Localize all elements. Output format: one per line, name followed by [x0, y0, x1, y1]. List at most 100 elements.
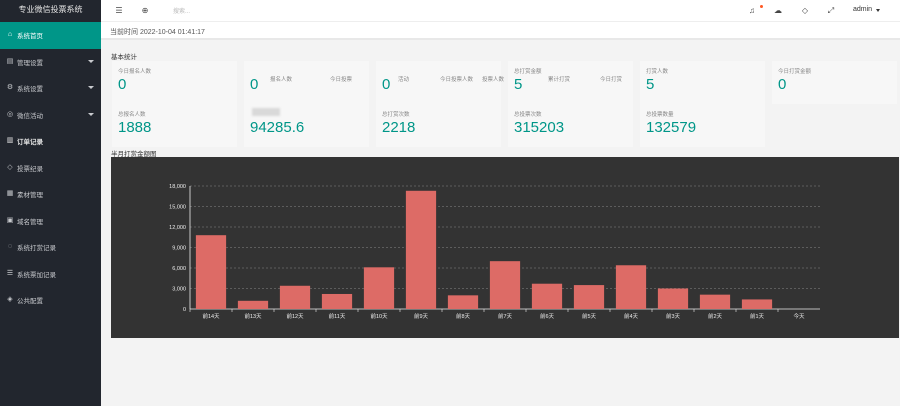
time-bar: 当前时间 2022-10-04 01:41:17: [101, 22, 900, 40]
stat-card: 总投票数量 132579: [640, 104, 765, 147]
chart-bar[interactable]: [615, 265, 647, 309]
sidebar-item-3[interactable]: ◎ 微信活动: [0, 102, 101, 129]
sidebar-item-8[interactable]: ◌ 系统打赏记录: [0, 234, 101, 261]
home-icon: ⌂: [7, 31, 13, 39]
globe-icon[interactable]: ⊕: [141, 6, 149, 15]
domain-icon: ▣: [6, 216, 14, 224]
sidebar-item-5[interactable]: ◇ 投票纪录: [0, 155, 101, 182]
brand-title: 专业微信投票系统: [18, 5, 83, 14]
menu-toggle-icon[interactable]: ☰: [115, 6, 123, 15]
chevron-down-icon: [88, 112, 94, 116]
fullscreen-icon[interactable]: ⤢: [827, 6, 835, 15]
ghost-label: 累计打赏: [548, 77, 571, 83]
ghost-label: 活动: [398, 77, 410, 83]
settings-icon: ▤: [6, 57, 14, 65]
x-tick-label: 前11天: [329, 312, 346, 320]
sidebar-item-label: 微信活动: [17, 112, 43, 120]
sidebar-item-label: 投票纪录: [17, 165, 43, 173]
sidebar-item-10[interactable]: ◈ 公共配置: [0, 287, 101, 314]
sidebar-item-1[interactable]: ▤ 管理设置: [0, 49, 101, 76]
theme-icon[interactable]: ☁: [774, 6, 782, 15]
basic-stats-title: 基本统计: [111, 54, 137, 61]
sidebar-item-9[interactable]: ☰ 系统票加记录: [0, 261, 101, 288]
chart-bar[interactable]: [531, 283, 563, 309]
chart-bar[interactable]: [405, 190, 437, 309]
stat-card: 打赏人数 5: [640, 61, 765, 104]
tag-icon[interactable]: ◇: [801, 6, 809, 15]
bar-chart: 0 3,000 6,000 9,000 12,000 15,000 18,000 前14天 前1…: [169, 184, 820, 320]
chart-bar[interactable]: [699, 294, 731, 309]
x-tick-label: 前10天: [370, 312, 388, 320]
shield-icon: ◈: [7, 296, 13, 304]
x-tick-label: 前5天: [582, 312, 597, 320]
chart-bar[interactable]: [321, 293, 353, 309]
chevron-down-icon[interactable]: [876, 9, 880, 12]
stat-value: 5: [646, 76, 655, 93]
stat-value: 0: [250, 76, 259, 93]
sidebar-item-label: 系统首页: [17, 33, 43, 41]
stat-value: 132579: [646, 119, 697, 136]
stat-label: 总打赏金额: [514, 69, 542, 75]
stat-card: 今日打赏金额 0: [772, 61, 897, 104]
chart-title: 半月打赏金额图: [111, 151, 157, 158]
x-tick-label: 前6天: [540, 312, 555, 320]
chart-bar[interactable]: [489, 261, 521, 309]
top-header: ☰ ⊕ 搜索... ♫ ☁ ◇ ⤢ admin: [101, 0, 900, 22]
y-tick-label: 0: [183, 307, 186, 313]
stat-value: 5: [514, 76, 523, 93]
stat-card: 总报名人数 1888: [112, 104, 237, 147]
chart-bar[interactable]: [657, 288, 689, 310]
search-input[interactable]: 搜索...: [173, 9, 191, 15]
sidebar: 专业微信投票系统 ⌂ 系统首页 ▤ 管理设置 ⚙ 系统设置 ◎ 微信活动 ▥ 订单记录 ◇ 投票纪录 ▦…: [0, 0, 101, 406]
stat-value: 1888: [118, 119, 152, 136]
stat-card: 0: [376, 61, 501, 104]
sidebar-item-0[interactable]: ⌂ 系统首页: [0, 22, 101, 49]
activity-icon: ◎: [6, 110, 14, 118]
chart-panel: 0 3,000 6,000 9,000 12,000 15,000 18,000 前14天 前1…: [111, 157, 899, 338]
x-tick-label: 前3天: [666, 312, 681, 320]
sidebar-item-label: 素材管理: [17, 192, 43, 200]
stat-card: 今日报名人数 0: [112, 61, 237, 104]
sidebar-item-2[interactable]: ⚙ 系统设置: [0, 75, 101, 102]
x-tick-label: 前7天: [498, 312, 513, 320]
stat-label: 总报名人数: [118, 112, 146, 118]
stat-value: 0: [778, 76, 787, 93]
sidebar-item-label: 系统打赏记录: [17, 245, 56, 253]
stat-card: 总打赏金额 5: [508, 61, 633, 104]
chart-bar[interactable]: [237, 300, 269, 309]
x-tick-label: 前8天: [456, 312, 471, 320]
sidebar-item-label: 系统设置: [17, 86, 43, 94]
ghost-label: 今日投票人数: [440, 77, 474, 83]
y-tick-label: 3,000: [172, 287, 186, 293]
sidebar-item-label: 系统票加记录: [17, 271, 56, 279]
stat-label: 总投票数量: [646, 112, 674, 118]
sidebar-item-label: 订单记录: [17, 139, 43, 147]
sidebar-menu: ⌂ 系统首页 ▤ 管理设置 ⚙ 系统设置 ◎ 微信活动 ▥ 订单记录 ◇ 投票纪录 ▦ 素材管理 ▣ 域名管理…: [0, 22, 101, 314]
chevron-down-icon: [88, 59, 94, 63]
sidebar-item-label: 公共配置: [17, 298, 43, 306]
chart-bar[interactable]: [741, 299, 773, 309]
ghost-label: 今日投票: [330, 77, 353, 83]
ghost-label: 今日打赏: [600, 77, 623, 83]
sidebar-item-7[interactable]: ▣ 域名管理: [0, 208, 101, 235]
x-tick-label: 前2天: [708, 312, 723, 320]
sidebar-item-6[interactable]: ▦ 素材管理: [0, 181, 101, 208]
reward-icon: ◌: [7, 243, 13, 251]
user-menu[interactable]: admin: [853, 6, 873, 13]
chart-bar[interactable]: [573, 285, 605, 309]
chart-bar[interactable]: [195, 235, 227, 309]
stat-value: 2218: [382, 119, 416, 136]
chart-bar[interactable]: [279, 285, 311, 309]
x-tick-label: 前4天: [624, 312, 639, 320]
y-tick-label: 9,000: [172, 246, 186, 252]
chart-bar[interactable]: [363, 267, 395, 309]
current-time: 当前时间 2022-10-04 01:41:17: [110, 29, 205, 36]
y-tick-label: 15,000: [169, 205, 186, 211]
stat-label: 总投票次数: [514, 112, 542, 118]
stat-value: 315203: [514, 119, 565, 136]
x-tick-label: 前9天: [414, 312, 429, 320]
bell-icon[interactable]: ♫: [749, 6, 755, 15]
sidebar-item-4[interactable]: ▥ 订单记录: [0, 128, 101, 155]
stat-card: 总打赏次数 2218: [376, 104, 501, 147]
chart-bar[interactable]: [447, 295, 479, 309]
